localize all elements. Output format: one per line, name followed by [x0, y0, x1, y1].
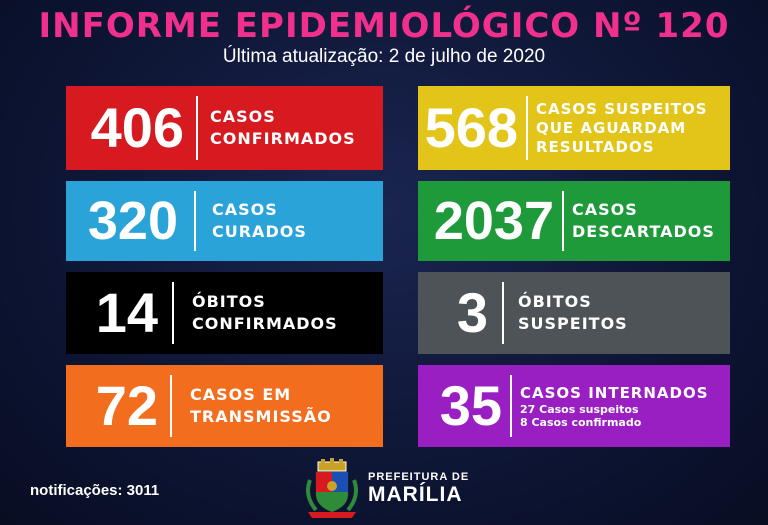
page-title: INFORME EPIDEMIOLÓGICO Nº 120 [38, 6, 730, 46]
card-label-line: QUE AGUARDAM [536, 118, 687, 137]
card-confirmed-cases: 406 CASOS CONFIRMADOS [66, 86, 383, 170]
card-label-line: CASOS [212, 200, 278, 219]
card-label-line: RESULTADOS [536, 137, 655, 156]
card-label-line: DESCARTADOS [572, 222, 715, 241]
card-suspected-deaths: 3 ÓBITOS SUSPEITOS [418, 272, 730, 354]
card-sub-line: 8 Casos confirmado [520, 416, 642, 429]
divider [172, 282, 174, 344]
divider [196, 96, 198, 160]
card-label: CASOS CURADOS [212, 199, 307, 243]
card-number: 406 [90, 96, 184, 159]
card-label-line: CASOS [210, 107, 276, 126]
card-number: 35 [439, 374, 502, 437]
card-label-line: TRANSMISSÃO [190, 407, 332, 426]
card-label: CASOS CONFIRMADOS [210, 106, 356, 150]
card-suspected-cases: 568 CASOS SUSPEITOS QUE AGUARDAM RESULTA… [418, 86, 730, 170]
brand-line-2: MARÍLIA [368, 483, 463, 506]
brand-line-1: PREFEITURA DE [368, 471, 470, 483]
brand-text: PREFEITURA DE MARÍLIA [368, 471, 469, 507]
coat-of-arms-icon [306, 458, 358, 518]
card-label-line: ÓBITOS [192, 292, 266, 311]
card-confirmed-deaths: 14 ÓBITOS CONFIRMADOS [66, 272, 383, 354]
card-label: CASOS INTERNADOS 27 Casos suspeitos 8 Ca… [520, 383, 709, 429]
prefeitura-logo: PREFEITURA DE MARÍLIA [302, 458, 469, 520]
card-number: 320 [87, 191, 178, 251]
card-hospitalized-cases: 35 CASOS INTERNADOS 27 Casos suspeitos 8… [418, 365, 730, 447]
card-recovered-cases: 320 CASOS CURADOS [66, 181, 383, 261]
card-label: ÓBITOS CONFIRMADOS [192, 291, 338, 335]
card-label-line: CASOS EM [190, 385, 292, 404]
card-label-line: CASOS SUSPEITOS [536, 99, 708, 118]
card-number: 568 [424, 96, 518, 159]
card-number: 3 [456, 281, 488, 344]
notifications-count: notificações: 3011 [30, 482, 160, 499]
card-number: 72 [95, 374, 158, 437]
divider [562, 191, 564, 251]
card-number: 14 [95, 281, 158, 344]
card-label: CASOS EM TRANSMISSÃO [190, 384, 332, 428]
card-label: CASOS DESCARTADOS [572, 199, 715, 243]
card-label-line: CONFIRMADOS [192, 314, 338, 333]
card-label-line: SUSPEITOS [518, 314, 628, 333]
divider [502, 282, 504, 344]
card-label: ÓBITOS SUSPEITOS [518, 291, 628, 335]
card-label: CASOS SUSPEITOS QUE AGUARDAM RESULTADOS [536, 100, 708, 157]
divider [526, 96, 528, 160]
card-label-line: ÓBITOS [518, 292, 592, 311]
card-transmission-cases: 72 CASOS EM TRANSMISSÃO [66, 365, 383, 447]
card-number: 2037 [433, 191, 554, 251]
card-label-line: CASOS INTERNADOS [520, 384, 709, 402]
divider [194, 191, 196, 251]
last-update: Última atualização: 2 de julho de 2020 [222, 46, 546, 67]
card-label-line: CASOS [572, 200, 638, 219]
card-label-line: CONFIRMADOS [210, 129, 356, 148]
card-label-line: CURADOS [212, 222, 307, 241]
divider [510, 375, 512, 437]
card-sub-line: 27 Casos suspeitos [520, 403, 639, 416]
divider [170, 375, 172, 437]
card-discarded-cases: 2037 CASOS DESCARTADOS [418, 181, 730, 261]
